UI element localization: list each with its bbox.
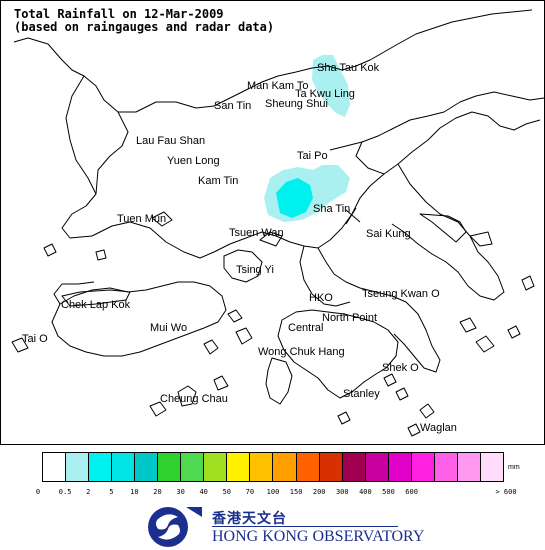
legend-swatch <box>434 453 458 481</box>
legend-swatch <box>112 453 136 481</box>
map-frame <box>0 0 545 445</box>
legend-swatch <box>158 453 182 481</box>
place-label: Yuen Long <box>167 155 220 167</box>
map-canvas <box>0 0 545 445</box>
place-label: Wong Chuk Hang <box>258 346 345 358</box>
org-name-english: HONG KONG OBSERVATORY <box>212 528 425 545</box>
legend-swatch <box>227 453 251 481</box>
legend-swatch <box>319 453 343 481</box>
legend-tick-label: 100 <box>266 488 280 496</box>
place-label: Tseung Kwan O <box>362 288 440 300</box>
title-line-2: (based on raingauges and radar data) <box>14 20 275 34</box>
rainfall-map: Total Rainfall on 12-Mar-2009 (based on … <box>0 0 545 445</box>
legend-tick-label: 400 <box>359 488 372 496</box>
legend-tick-label: 40 <box>199 488 208 496</box>
legend-tick-label: 0.5 <box>58 488 72 496</box>
place-label: Lau Fau Shan <box>136 135 206 147</box>
legend-swatch <box>66 453 90 481</box>
legend-unit: mm <box>508 464 520 471</box>
legend-tick-label: 600 <box>405 488 418 496</box>
legend-swatch <box>296 453 320 481</box>
legend-tick-label: 0 <box>35 488 41 496</box>
place-label: Stanley <box>343 388 380 400</box>
place-label: Sheung Shui <box>265 98 328 110</box>
map-title: Total Rainfall on 12-Mar-2009 (based on … <box>14 8 274 34</box>
rainfall-area-north-east <box>312 55 350 117</box>
place-label: Sai Kung <box>366 228 411 240</box>
legend-swatch <box>250 453 274 481</box>
legend-tick-label: 10 <box>130 488 139 496</box>
legend-tick-label: 200 <box>312 488 326 496</box>
org-divider <box>212 526 398 527</box>
legend-swatch <box>480 453 503 481</box>
legend-swatch <box>273 453 297 481</box>
legend-tick-label: 2 <box>86 488 91 496</box>
legend-tick-label: > 600 <box>495 488 517 496</box>
legend-tick-label: 30 <box>176 488 185 496</box>
place-label: Kam Tin <box>198 175 239 187</box>
legend-swatch <box>43 453 67 481</box>
legend-tick-label: 500 <box>382 488 395 496</box>
place-label: Sha Tin <box>313 203 351 215</box>
place-label: Tsing Yi <box>236 264 274 276</box>
legend-tick-label: 150 <box>289 488 303 496</box>
rainfall-area-central-nt-inner <box>276 178 313 218</box>
legend-tick-label: 5 <box>109 488 114 496</box>
legend-swatch <box>89 453 113 481</box>
place-label: Shek O <box>382 362 419 374</box>
place-label: Tai Po <box>297 150 328 162</box>
footer: 香港天文台 HONG KONG OBSERVATORY <box>0 500 545 550</box>
legend-tick-label: 50 <box>222 488 232 496</box>
place-label: Cheung Chau <box>160 393 228 405</box>
place-label: Tai O <box>22 333 48 345</box>
legend-swatch <box>204 453 228 481</box>
place-label: Chek Lap Kok <box>61 299 131 311</box>
title-line-1: Total Rainfall on 12-Mar-2009 <box>14 7 224 21</box>
place-label: Tsuen Wan <box>229 227 284 239</box>
legend-swatch <box>342 453 366 481</box>
legend-swatch <box>365 453 389 481</box>
place-label: Ta Kwu Ling <box>295 88 355 100</box>
legend-swatch <box>411 453 435 481</box>
place-label: HKO <box>309 292 333 304</box>
place-label: Man Kam To <box>247 80 309 92</box>
place-label: San Tin <box>214 100 252 112</box>
legend-swatch <box>181 453 205 481</box>
place-label: Waglan <box>420 422 457 434</box>
place-label: Tuen Mun <box>117 213 167 225</box>
legend-swatch <box>457 453 481 481</box>
place-label: Central <box>288 322 324 334</box>
legend-swatch <box>388 453 412 481</box>
place-label: Sha Tau Kok <box>317 62 380 74</box>
legend-labels: 0 0.5 2 5 10 20 30 40 50 70 100 150 200 300 400 500 600 >… <box>32 488 532 498</box>
legend-swatch <box>135 453 159 481</box>
rainfall-legend: mm 0 0.5 2 5 10 20 30 40 50 70 100 150 200 300 400 500 6… <box>0 448 545 500</box>
org-name-chinese: 香港天文台 <box>212 511 287 527</box>
hko-logo-icon <box>148 507 202 547</box>
legend-color-bar <box>42 452 504 482</box>
place-label: North Point <box>322 312 378 324</box>
legend-tick-label: 300 <box>335 488 349 496</box>
legend-tick-label: 70 <box>245 488 255 496</box>
coastline <box>11 9 545 437</box>
place-label: Mui Wo <box>150 322 188 334</box>
legend-tick-label: 20 <box>153 488 162 496</box>
